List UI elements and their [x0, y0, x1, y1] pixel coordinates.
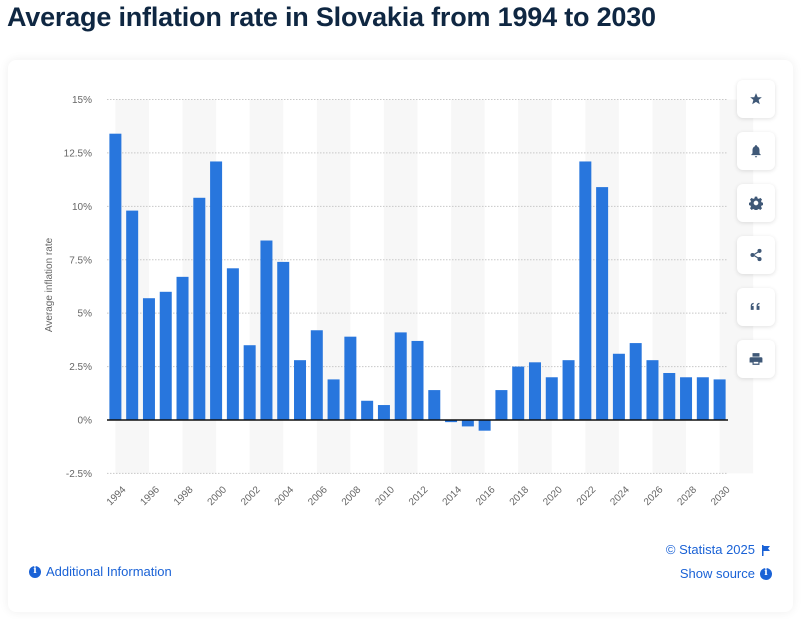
- flag-icon: [761, 544, 771, 556]
- bar-2013[interactable]: [428, 390, 441, 420]
- show-source-label: Show source: [679, 566, 755, 581]
- bar-2030[interactable]: [713, 379, 726, 420]
- additional-information-link[interactable]: i Additional Information: [29, 564, 172, 579]
- bar-2014[interactable]: [445, 420, 458, 423]
- bar-2025[interactable]: [629, 343, 642, 420]
- settings-button[interactable]: [737, 184, 775, 222]
- x-tick-label: 2000: [206, 484, 230, 508]
- statista-copyright-link[interactable]: © Statista 2025: [666, 542, 771, 557]
- y-axis-label: Average inflation rate: [44, 237, 55, 332]
- bar-1994[interactable]: [109, 133, 122, 421]
- x-tick-label: 2004: [273, 484, 297, 508]
- bar-1997[interactable]: [159, 291, 172, 420]
- bar-2008[interactable]: [344, 336, 357, 420]
- info-icon: i: [760, 567, 772, 580]
- bar-2023[interactable]: [596, 187, 609, 420]
- x-tick-label: 2020: [541, 484, 565, 508]
- x-tick-label: 2024: [608, 484, 632, 508]
- bar-2000[interactable]: [210, 161, 223, 421]
- bar-2027[interactable]: [663, 372, 676, 420]
- share-icon: [750, 248, 762, 262]
- x-tick-label: 2026: [642, 484, 666, 508]
- x-tick-label: 1996: [138, 484, 162, 508]
- x-tick-label: 2006: [306, 484, 330, 508]
- x-tick-label: 2002: [239, 484, 263, 508]
- info-icon: i: [29, 565, 41, 578]
- y-tick-label: 15%: [72, 95, 92, 106]
- bar-2006[interactable]: [310, 330, 323, 420]
- notification-button[interactable]: [737, 132, 775, 170]
- x-tick-label: 2012: [407, 484, 431, 508]
- x-axis-tick-labels: 1994 1996 1998 2000 2002 2004 2006 2008 2010 2012…: [105, 484, 733, 508]
- favorite-button[interactable]: [737, 80, 775, 118]
- bar-2024[interactable]: [612, 353, 625, 420]
- printer-icon: [749, 353, 763, 365]
- bar-2016[interactable]: [478, 420, 491, 431]
- x-tick-label: 2016: [474, 484, 498, 508]
- bar-2017[interactable]: [495, 390, 508, 420]
- bar-1996[interactable]: [142, 298, 155, 420]
- y-tick-label: 5%: [78, 309, 93, 320]
- bar-2029[interactable]: [696, 377, 709, 420]
- bar-1998[interactable]: [176, 276, 189, 420]
- bar-2004[interactable]: [277, 261, 290, 420]
- bar-2002[interactable]: [243, 345, 256, 420]
- y-tick-label: 10%: [72, 202, 92, 213]
- cite-button[interactable]: [737, 288, 775, 326]
- bar-2019[interactable]: [528, 362, 541, 420]
- bar-2010[interactable]: [377, 405, 390, 420]
- y-tick-label: 0%: [78, 416, 93, 427]
- quote-icon: [750, 302, 760, 310]
- bars: [109, 133, 726, 431]
- y-tick-label: -2.5%: [66, 469, 92, 480]
- x-tick-label: 2014: [441, 484, 465, 508]
- additional-information-label: Additional Information: [46, 564, 172, 579]
- bar-2022[interactable]: [579, 161, 592, 421]
- bar-2007[interactable]: [327, 379, 340, 420]
- copyright-label: © Statista 2025: [665, 542, 755, 557]
- bar-2021[interactable]: [562, 360, 575, 420]
- bar-1995[interactable]: [126, 210, 139, 420]
- x-tick-label: 2010: [373, 484, 397, 508]
- show-source-link[interactable]: Show source i: [680, 566, 772, 581]
- x-tick-label: 2018: [508, 484, 532, 508]
- bar-1999[interactable]: [193, 197, 206, 420]
- bar-2001[interactable]: [226, 268, 239, 420]
- x-tick-label: 2008: [340, 484, 364, 508]
- x-tick-label: 2030: [709, 484, 733, 508]
- x-tick-label: 1994: [105, 484, 129, 508]
- print-button[interactable]: [737, 340, 775, 378]
- gear-icon: [749, 196, 763, 210]
- bell-icon: [751, 145, 761, 158]
- x-tick-label: 2028: [676, 484, 700, 508]
- bar-2009[interactable]: [361, 400, 374, 420]
- x-tick-label: 2022: [575, 484, 599, 508]
- bar-2005[interactable]: [294, 360, 307, 420]
- bar-2026[interactable]: [646, 360, 659, 420]
- star-icon: [750, 93, 762, 105]
- background-band: [451, 99, 485, 474]
- page-title: Average inflation rate in Slovakia from …: [7, 2, 656, 32]
- y-tick-label: 2.5%: [69, 362, 92, 373]
- bar-2020[interactable]: [545, 377, 558, 420]
- y-axis-tick-labels: -2.5% 0% 2.5% 5% 7.5% 10% 12.5% 15%: [64, 95, 92, 480]
- x-tick-label: 1998: [172, 484, 196, 508]
- bar-2011[interactable]: [394, 332, 407, 420]
- bar-2028[interactable]: [680, 377, 693, 420]
- bar-2018[interactable]: [512, 366, 525, 420]
- y-tick-label: 12.5%: [64, 148, 92, 159]
- bar-2012[interactable]: [411, 340, 424, 420]
- y-tick-label: 7.5%: [69, 255, 92, 266]
- share-button[interactable]: [737, 236, 775, 274]
- bar-2003[interactable]: [260, 240, 273, 420]
- bar-2015[interactable]: [461, 420, 474, 427]
